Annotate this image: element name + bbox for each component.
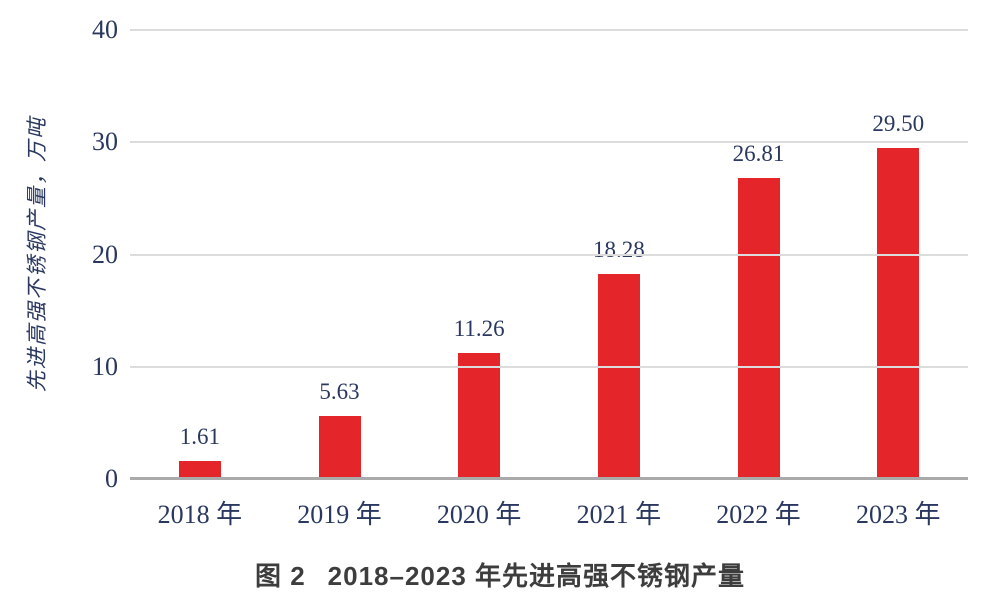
bar-value-label: 26.81 [732, 141, 785, 167]
x-category-label: 2020 年 [436, 500, 522, 529]
bar [318, 415, 361, 479]
bar [458, 352, 501, 479]
y-tick-label: 30 [92, 127, 118, 157]
figure-caption-title: 2018–2023 年先进高强不锈钢产量 [327, 561, 746, 591]
gridline [130, 141, 968, 144]
bar-slot: 18.28 [549, 30, 689, 479]
figure-caption: 图 2 2018–2023 年先进高强不锈钢产量 [0, 556, 1000, 593]
bar [597, 273, 640, 479]
bar-value-label: 29.50 [872, 110, 925, 136]
bar-slot: 29.50 [828, 30, 968, 479]
y-axis: 0 10 20 30 40 [0, 16, 118, 493]
gridline [130, 29, 968, 31]
gridline [130, 253, 968, 256]
bar-slot: 5.63 [270, 30, 410, 479]
x-category-label: 2019 年 [297, 500, 382, 529]
bar [178, 460, 221, 479]
y-tick-label: 10 [92, 351, 118, 381]
bar-value-label: 5.63 [319, 378, 360, 404]
bar-slot: 1.61 [130, 30, 270, 479]
bar-value-label: 18.28 [592, 236, 645, 262]
plot-area: 1.61 5.63 11.26 18.28 26.81 29.50 [130, 29, 968, 480]
bar-slot: 26.81 [689, 30, 829, 479]
y-tick-label: 0 [105, 464, 118, 493]
y-tick-label: 40 [92, 15, 118, 44]
bar [877, 147, 920, 479]
bar-slots: 1.61 5.63 11.26 18.28 26.81 29.50 [130, 30, 968, 479]
bar [737, 178, 780, 479]
gridline [130, 365, 968, 368]
x-category-label: 2023 年 [855, 500, 941, 529]
x-category-label: 2018 年 [157, 500, 243, 529]
bar-value-label: 1.61 [179, 423, 220, 449]
x-category-label: 2022 年 [716, 500, 801, 529]
bar-value-label: 11.26 [453, 315, 505, 341]
x-category-label: 2021 年 [576, 500, 662, 529]
x-axis: 2018 年 2019 年 2020 年 2021 年 2022 年 2023 年 [130, 494, 968, 531]
bar-slot: 11.26 [409, 30, 549, 479]
x-axis-line [130, 477, 968, 480]
y-tick-label: 20 [92, 239, 118, 269]
figure-caption-label: 图 2 [254, 561, 306, 591]
